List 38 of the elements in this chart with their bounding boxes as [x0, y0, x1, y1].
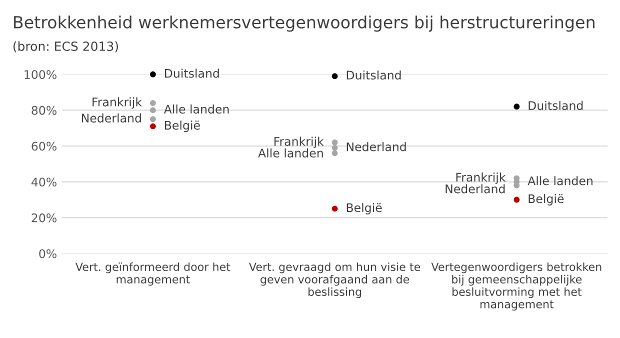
text: Duitsland	[165, 68, 219, 78]
text: België	[165, 120, 200, 132]
point	[514, 196, 520, 203]
text: (bron: ECS 2013)	[13, 41, 118, 52]
y-tick-label: 40%	[31, 178, 56, 186]
series-label: België	[528, 194, 564, 206]
y-tick-label: 0%	[39, 249, 56, 258]
series-label: Nederland	[82, 113, 141, 123]
text: Nederland	[346, 142, 406, 152]
text: Duitsland	[346, 70, 401, 80]
point	[150, 116, 156, 122]
point	[514, 104, 520, 110]
point	[150, 123, 156, 130]
text: Frankrijk	[456, 172, 506, 184]
x-tick-label: Vertegenwoordigers betrokken bij gemeenschappelijke besluitvorming met het management	[431, 262, 602, 311]
text: Nederland	[446, 184, 505, 194]
point	[332, 206, 338, 212]
y-tick-label: 20%	[32, 213, 56, 222]
y-tick-label: 100%	[24, 70, 56, 80]
y-tick-label: 60%	[32, 142, 56, 151]
point	[332, 150, 338, 156]
point	[332, 144, 338, 151]
y-tick-label: 80%	[32, 106, 56, 115]
point	[150, 100, 156, 106]
text: Alle landen	[164, 104, 229, 114]
x-tick-label: Vert. gevraagd om hun visie te geven voorafgaand aan de beslissing	[249, 262, 420, 298]
point	[150, 71, 156, 78]
chart-title: Betrokkenheid werknemersvertegenwoordigers bij herstructureringen	[14, 16, 594, 32]
point	[332, 139, 338, 146]
x-tick-label: Vert. geïnformeerd door het management	[75, 262, 230, 286]
point	[150, 107, 156, 114]
series-label: Duitsland	[528, 100, 583, 110]
text: België	[346, 203, 382, 214]
text: Frankrijk	[274, 136, 324, 148]
series-label: Alle landen	[528, 176, 592, 186]
text: Alle landen	[258, 148, 323, 158]
point	[332, 73, 338, 80]
series-label: Frankrijk	[92, 97, 142, 109]
